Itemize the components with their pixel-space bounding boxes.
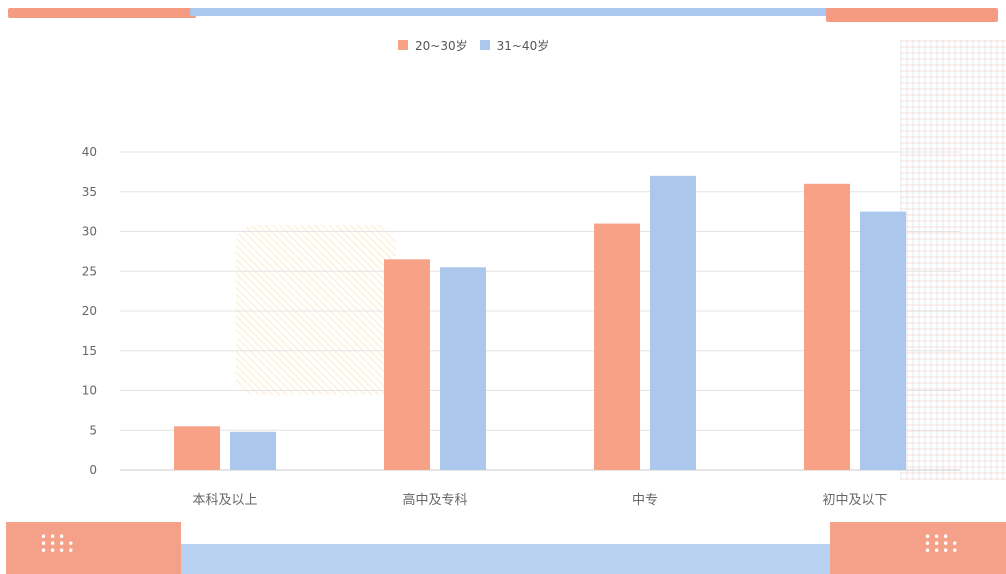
y-tick-label: 25 <box>82 264 97 278</box>
y-tick-label: 40 <box>82 145 97 159</box>
y-tick-label: 10 <box>82 384 97 398</box>
legend-swatch-series-0 <box>398 40 408 50</box>
chart-legend: 20~30岁 31~40岁 <box>398 35 549 55</box>
y-tick-label: 20 <box>82 304 97 318</box>
top-left-accent <box>8 8 196 18</box>
bar-series-1-0 <box>230 431 276 470</box>
x-category-label: 初中及以下 <box>822 493 887 508</box>
x-category-label: 高中及专科 <box>402 492 467 508</box>
bottom-left-accent <box>6 522 181 574</box>
legend-label-series-0: 20~30岁 <box>415 38 468 53</box>
bar-series-1-3 <box>860 211 906 470</box>
bar-series-0-0 <box>174 426 220 470</box>
y-tick-label: 0 <box>89 463 97 477</box>
dot-decoration-left: ••• •••• •••• <box>40 530 77 558</box>
x-category-label: 本科及以上 <box>192 493 257 508</box>
y-tick-label: 35 <box>82 185 97 199</box>
legend-label-series-1: 31~40岁 <box>496 38 550 53</box>
dot-decoration-right: ••• •••• •••• <box>924 530 961 558</box>
background-pattern <box>900 40 1006 480</box>
y-tick-label: 15 <box>82 344 97 358</box>
top-right-accent <box>826 8 998 22</box>
bar-series-1-1 <box>440 267 486 470</box>
legend-item-series-0: 20~30岁 <box>398 37 468 54</box>
bar-series-0-1 <box>384 259 430 470</box>
bottom-center-accent <box>150 544 856 574</box>
y-tick-label: 5 <box>89 423 97 437</box>
bar-series-1-2 <box>650 175 696 470</box>
x-category-label: 中专 <box>632 493 658 508</box>
top-center-accent <box>190 8 830 16</box>
legend-swatch-series-1 <box>479 40 490 50</box>
bar-series-0-3 <box>804 183 850 471</box>
background-stamp <box>236 225 396 395</box>
y-tick-label: 30 <box>82 225 97 239</box>
legend-item-series-1: 31~40岁 <box>479 37 550 54</box>
bar-series-0-2 <box>594 223 640 470</box>
bottom-right-accent <box>830 522 1006 574</box>
